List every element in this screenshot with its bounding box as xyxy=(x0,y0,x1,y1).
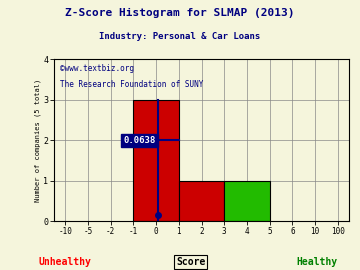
Text: The Research Foundation of SUNY: The Research Foundation of SUNY xyxy=(60,80,203,89)
Text: Z-Score Histogram for SLMAP (2013): Z-Score Histogram for SLMAP (2013) xyxy=(65,8,295,18)
Y-axis label: Number of companies (5 total): Number of companies (5 total) xyxy=(34,79,41,202)
Bar xyxy=(134,100,179,221)
Text: Healthy: Healthy xyxy=(296,257,337,267)
Text: Unhealthy: Unhealthy xyxy=(39,257,91,267)
Bar xyxy=(179,181,224,221)
Text: Industry: Personal & Car Loans: Industry: Personal & Car Loans xyxy=(99,32,261,41)
Bar xyxy=(224,181,270,221)
Text: Score: Score xyxy=(176,257,206,267)
Text: 0.0638: 0.0638 xyxy=(123,136,156,145)
Text: ©www.textbiz.org: ©www.textbiz.org xyxy=(60,64,134,73)
